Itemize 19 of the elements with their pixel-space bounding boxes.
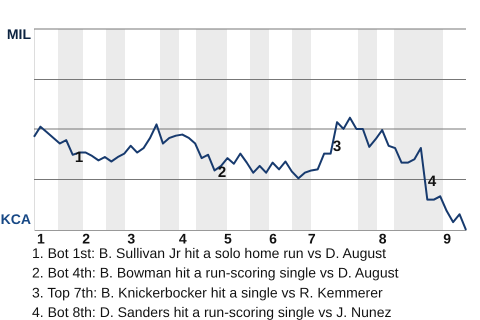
annotation: 4: [428, 173, 437, 190]
x-tick-label: 7: [308, 230, 316, 246]
text: MIL: [6, 26, 32, 42]
annotation: 1: [74, 149, 84, 166]
x-tick-label: 2: [82, 230, 90, 246]
text: 1. Bot 1st: B. Sullivan Jr hit a solo home run vs D. August: [32, 245, 386, 261]
x-tick-label: 4: [178, 230, 187, 246]
annotation: 3: [332, 138, 342, 155]
x-tick-label: 3: [127, 230, 136, 246]
text: KCA: [0, 211, 31, 227]
text: 2. Bot 4th: B. Bowman hit a run-scoring single vs D. August: [32, 264, 399, 281]
annotation: 2: [218, 164, 226, 181]
x-tick-label: 5: [224, 230, 232, 246]
text: 4. Bot 8th: D. Sanders hit a run-scoring single vs J. Nunez: [32, 304, 392, 320]
x-tick-label: 6: [269, 230, 278, 246]
x-tick-label: 8: [378, 230, 387, 246]
x-tick-label: 1: [37, 230, 46, 246]
x-tick-label: 9: [443, 230, 452, 246]
text: 3. Top 7th: B. Knickerbocker hit a single vs R. Kemmerer: [32, 284, 384, 300]
